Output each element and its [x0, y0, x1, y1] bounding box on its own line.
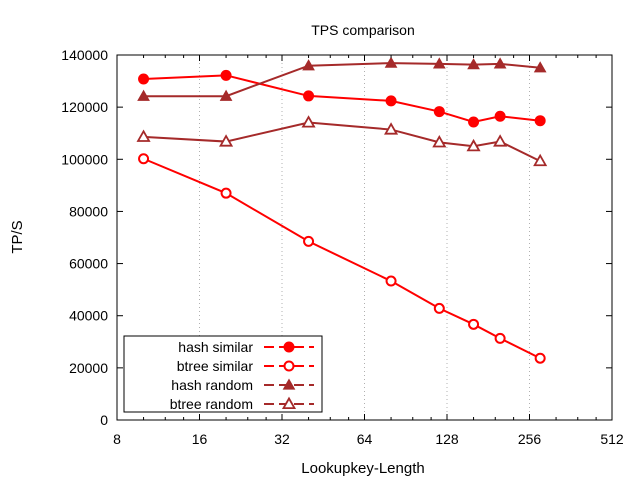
x-tick-label: 128 — [435, 431, 459, 447]
legend-label: btree random — [170, 396, 253, 412]
chart-title: TPS comparison — [311, 22, 414, 38]
data-point — [220, 187, 232, 199]
legend-label: btree similar — [177, 358, 254, 374]
data-point — [466, 138, 481, 152]
data-point — [468, 116, 480, 128]
data-point — [533, 153, 548, 167]
data-point — [138, 73, 150, 85]
legend: hash similar btree similar hash random btre… — [123, 335, 323, 413]
data-point — [302, 59, 315, 71]
data-point — [494, 110, 506, 122]
data-point — [303, 235, 315, 247]
data-point — [220, 69, 232, 81]
y-tick-label: 140000 — [61, 47, 108, 63]
data-point — [534, 115, 546, 127]
data-point — [493, 134, 508, 147]
legend-label: hash random — [171, 377, 253, 393]
legend-marker — [283, 341, 295, 353]
legend-marker — [281, 396, 297, 410]
x-axis-label: Lookupkey-Length — [301, 460, 424, 477]
y-tick-label: 40000 — [69, 308, 108, 324]
series-line — [143, 74, 541, 124]
data-point — [301, 115, 316, 128]
data-point — [384, 56, 398, 68]
y-tick-label: 0 — [100, 412, 108, 428]
data-point — [534, 352, 546, 364]
data-point — [219, 89, 233, 101]
x-tick-label: 64 — [357, 431, 373, 447]
data-point — [385, 95, 397, 107]
y-tick-label: 100000 — [61, 151, 108, 167]
series-btree-similar — [138, 153, 546, 364]
legend-marker — [283, 360, 295, 372]
data-point — [494, 332, 506, 344]
data-point — [493, 57, 507, 69]
data-point — [384, 122, 399, 135]
y-tick-label: 60000 — [69, 256, 108, 272]
legend-marker — [282, 378, 296, 390]
series-line — [143, 157, 541, 360]
data-point — [433, 302, 445, 314]
x-tick-label: 16 — [192, 431, 208, 447]
y-tick-label: 120000 — [61, 99, 108, 115]
data-point — [432, 135, 447, 148]
series-btree-random — [136, 115, 548, 167]
x-tick-label: 256 — [518, 431, 542, 447]
data-point — [433, 106, 445, 118]
series-hash-similar — [138, 69, 546, 128]
x-tick-label: 512 — [600, 431, 624, 447]
series-hash-random — [137, 56, 547, 101]
y-tick-label: 20000 — [69, 360, 108, 376]
series-layer — [136, 56, 548, 364]
series-line — [143, 62, 541, 98]
data-point — [136, 129, 151, 142]
axes: 8 16 32 64 128 256 512 0 20000 40000 60000 80000 100… — [61, 47, 624, 447]
x-tick-label: 8 — [113, 431, 121, 447]
y-tick-label: 80000 — [69, 203, 108, 219]
data-point — [219, 134, 234, 147]
legend-label: hash similar — [178, 339, 253, 355]
data-point — [468, 318, 480, 330]
data-point — [385, 275, 397, 287]
data-point — [467, 58, 480, 70]
data-point — [303, 90, 315, 102]
data-point — [533, 61, 547, 73]
series-line — [143, 121, 541, 163]
x-tick-label: 32 — [274, 431, 290, 447]
data-point — [432, 57, 446, 69]
data-point — [137, 89, 150, 101]
data-point — [138, 153, 150, 165]
y-axis-label: TP/S — [9, 220, 26, 253]
